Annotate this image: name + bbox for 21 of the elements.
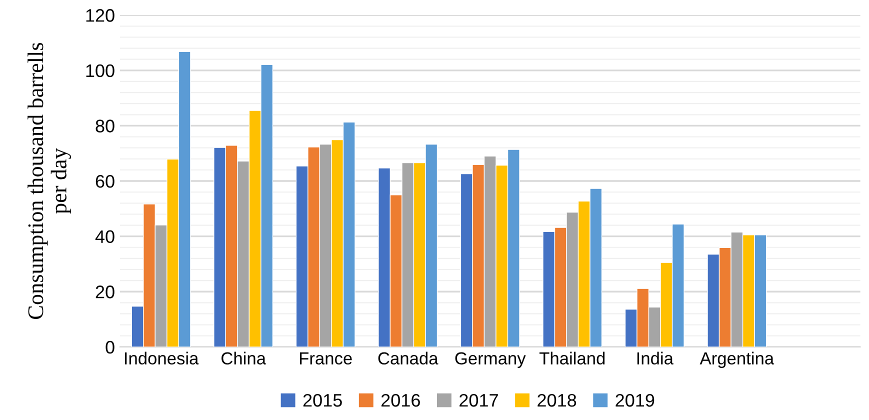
- y-tick-label: 120: [86, 9, 114, 22]
- legend-label: 2018: [538, 394, 576, 407]
- x-tick-label: Canada: [378, 352, 438, 365]
- y-tick-label: 20: [96, 286, 114, 298]
- legend-label: 2019: [616, 394, 654, 407]
- y-tick-label: 0: [106, 340, 114, 354]
- y-tick-label: 100: [86, 64, 114, 78]
- legend-label: 2017: [460, 394, 498, 407]
- x-tick-label: Indonesia: [125, 352, 199, 365]
- y-tick-label: 60: [96, 174, 114, 188]
- y-axis-title: Consumption thousand barrells per day: [28, 42, 72, 319]
- x-tick-label: China: [222, 352, 266, 365]
- x-tick-label: Thailand: [539, 352, 605, 365]
- x-tick-label: Germany: [455, 352, 526, 368]
- legend-label: 2015: [303, 394, 342, 407]
- y-tick-label: 40: [95, 230, 114, 244]
- x-tick-label: Argentina: [700, 352, 774, 368]
- x-tick-label: India: [637, 352, 674, 365]
- x-tick-label: France: [300, 352, 352, 365]
- y-tick-label: 80: [96, 120, 114, 132]
- legend-label: 2016: [381, 394, 420, 407]
